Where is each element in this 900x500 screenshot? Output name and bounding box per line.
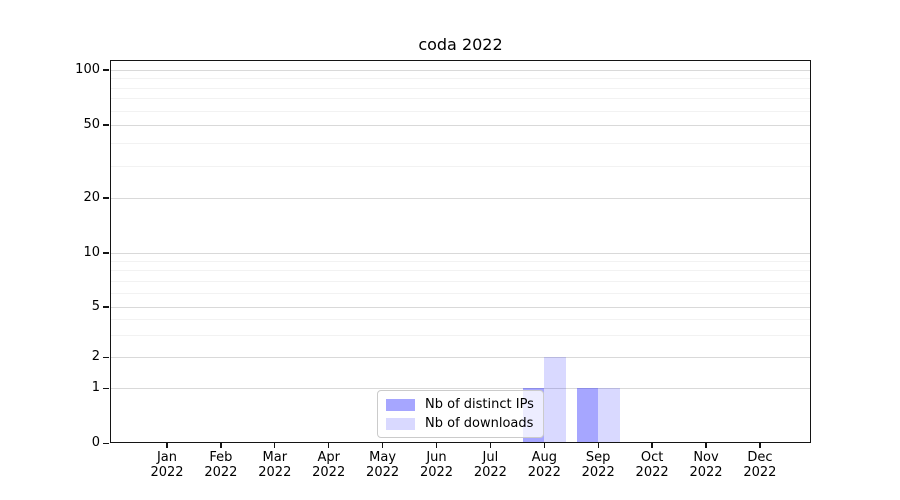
x-tick-label: Mar 2022 xyxy=(258,450,292,480)
legend-item-downloads: Nb of downloads xyxy=(386,417,534,430)
x-tick-mark xyxy=(220,443,222,448)
legend: Nb of distinct IPs Nb of downloads xyxy=(377,390,544,438)
x-tick-label: Dec 2022 xyxy=(743,450,777,480)
gridline-minor xyxy=(110,334,811,336)
x-tick-label: Sep 2022 xyxy=(581,450,615,480)
gridline-major xyxy=(110,125,811,126)
gridline-minor xyxy=(110,78,811,80)
gridline-minor xyxy=(110,280,811,282)
x-tick-mark xyxy=(381,443,384,448)
x-tick-mark xyxy=(489,443,492,448)
legend-swatch-downloads xyxy=(386,417,415,430)
legend-item-distinct-ips: Nb of distinct IPs xyxy=(386,398,534,411)
x-tick-mark xyxy=(759,443,761,448)
y-tick-label: 2 xyxy=(91,349,100,365)
gridline-minor xyxy=(110,270,811,272)
gridline-minor xyxy=(110,319,811,321)
x-tick-label: Feb 2022 xyxy=(204,450,238,480)
bar-nb-of-downloads xyxy=(544,357,566,443)
gridline-minor xyxy=(110,87,811,89)
y-tick-mark xyxy=(103,124,109,126)
y-tick-label: 0 xyxy=(91,435,100,450)
gridline-major xyxy=(110,198,811,199)
y-tick-label: 5 xyxy=(91,298,100,314)
gridline-major xyxy=(110,307,811,308)
x-tick-label: Jan 2022 xyxy=(150,450,184,480)
y-tick-label: 10 xyxy=(83,244,100,260)
gridline-minor xyxy=(110,142,811,144)
x-tick-mark xyxy=(705,443,707,448)
x-tick-label: Nov 2022 xyxy=(689,450,723,480)
gridline-major xyxy=(110,70,811,71)
x-tick-mark xyxy=(435,443,438,448)
bar-nb-of-distinct-ips xyxy=(576,388,599,443)
y-tick-mark xyxy=(103,252,109,254)
gridline-minor xyxy=(110,292,811,294)
gridline-minor xyxy=(110,165,811,167)
x-tick-label: May 2022 xyxy=(366,450,400,480)
legend-label-distinct-ips: Nb of distinct IPs xyxy=(425,397,534,412)
legend-label-downloads: Nb of downloads xyxy=(425,416,534,431)
x-tick-label: Jun 2022 xyxy=(419,450,454,480)
legend-swatch-distinct-ips xyxy=(386,398,415,411)
y-tick-mark xyxy=(103,442,109,444)
x-tick-mark xyxy=(651,443,653,448)
x-tick-mark xyxy=(543,443,545,448)
gridline-major xyxy=(110,388,811,389)
y-tick-label: 100 xyxy=(75,61,100,77)
gridline-major xyxy=(110,357,811,358)
y-tick-mark xyxy=(103,306,109,308)
plot-area: Nb of distinct IPs Nb of downloads xyxy=(110,60,811,443)
x-tick-label: Oct 2022 xyxy=(635,450,669,480)
gridline-minor xyxy=(110,110,811,112)
x-tick-mark xyxy=(166,443,168,448)
gridline-minor xyxy=(110,98,811,100)
gridline-minor xyxy=(110,261,811,263)
y-tick-mark xyxy=(103,197,109,199)
x-tick-label: Jul 2022 xyxy=(473,450,507,480)
gridline-major xyxy=(110,253,811,254)
x-tick-mark xyxy=(274,443,276,448)
chart-title: coda 2022 xyxy=(418,35,503,54)
x-tick-label: Apr 2022 xyxy=(312,450,346,480)
y-tick-mark xyxy=(103,69,109,71)
x-tick-mark xyxy=(597,443,599,448)
y-tick-label: 20 xyxy=(83,189,100,205)
bar-nb-of-downloads xyxy=(598,388,620,443)
y-tick-mark xyxy=(103,387,109,389)
x-tick-label: Aug 2022 xyxy=(527,450,561,480)
y-tick-label: 1 xyxy=(91,380,100,395)
x-tick-mark xyxy=(328,443,330,448)
y-tick-mark xyxy=(103,356,109,358)
y-tick-label: 50 xyxy=(83,116,100,132)
